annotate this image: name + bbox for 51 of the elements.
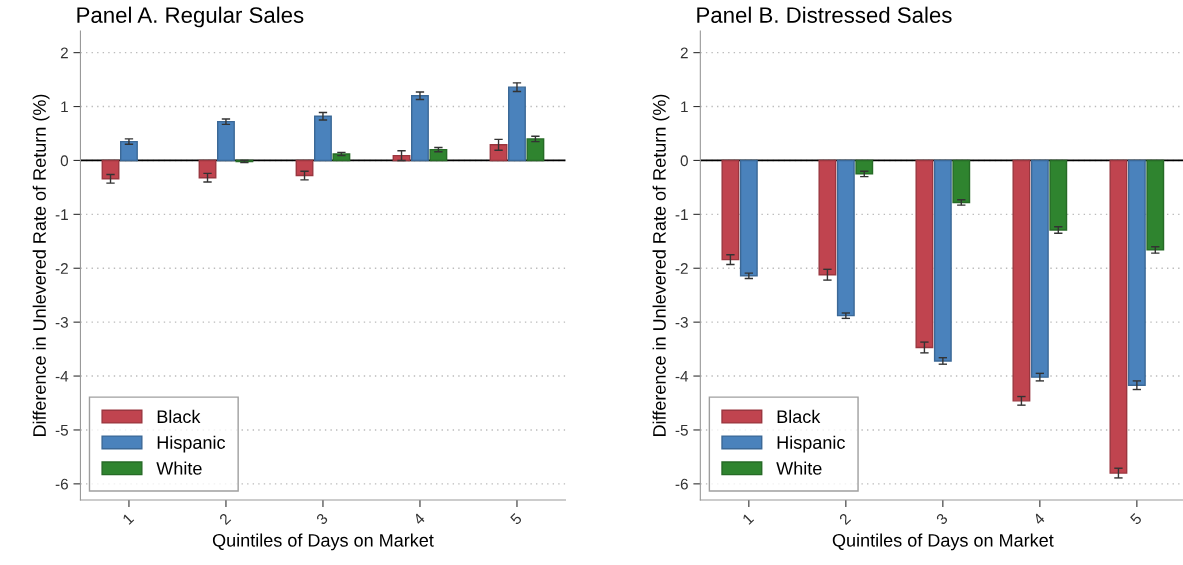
legend-label: Hispanic xyxy=(157,435,226,453)
y-tick-label: -1 xyxy=(55,209,68,220)
bar xyxy=(411,95,429,162)
bar xyxy=(508,86,526,162)
legend-label: Hispanic xyxy=(777,435,845,453)
y-tick-label: -3 xyxy=(55,317,68,328)
y-tick-label: 0 xyxy=(680,155,688,167)
legend-label: Black xyxy=(157,409,201,424)
x-tick-label: 2 xyxy=(838,512,852,526)
x-tick-label: 3 xyxy=(935,512,949,526)
legend-label: White xyxy=(156,461,202,475)
bar xyxy=(526,138,545,162)
y-tick-label: -4 xyxy=(675,371,689,382)
bar xyxy=(332,153,351,162)
x-axis-title: Quintiles of Days on Market xyxy=(832,533,1054,551)
bar xyxy=(120,140,138,162)
x-tick-label: 5 xyxy=(1129,512,1143,526)
chart-title: Panel B. Distressed Sales xyxy=(697,6,952,23)
y-tick-label: -5 xyxy=(675,424,688,436)
y-tick-label: -5 xyxy=(55,424,68,436)
bar xyxy=(314,115,332,162)
x-tick-label: 1 xyxy=(742,512,755,525)
bar xyxy=(489,144,508,162)
x-tick-label: 2 xyxy=(218,512,232,526)
x-tick-label: 4 xyxy=(412,512,426,526)
legend-label: White xyxy=(776,461,822,475)
chart-title: Panel A. Regular Sales xyxy=(77,6,304,28)
x-axis-title: Quintiles of Days on Market xyxy=(212,533,434,551)
y-tick-label: 1 xyxy=(61,101,68,113)
y-tick-label: 2 xyxy=(680,47,688,59)
x-tick-label: 1 xyxy=(122,512,135,525)
bar xyxy=(295,159,314,177)
y-tick-label: -2 xyxy=(55,263,68,274)
y-tick-label: -4 xyxy=(55,371,69,382)
x-tick-label: 3 xyxy=(315,512,329,526)
x-tick-label: 5 xyxy=(509,512,523,526)
y-tick-label: -3 xyxy=(675,317,688,328)
legend-label: Black xyxy=(777,409,821,424)
bar xyxy=(198,159,217,179)
y-tick-label: -6 xyxy=(55,478,68,490)
y-tick-label: -1 xyxy=(675,209,688,220)
x-tick-label: 4 xyxy=(1032,512,1046,526)
y-axis-title: Difference in Unlevered Rate of Return (%) xyxy=(652,94,670,437)
y-tick-label: 2 xyxy=(60,47,68,59)
y-tick-label: -6 xyxy=(675,478,688,490)
y-axis-title: Difference in Unlevered Rate of Return (%) xyxy=(32,94,50,437)
y-tick-label: 1 xyxy=(681,101,688,113)
bar xyxy=(217,120,235,162)
y-tick-label: -2 xyxy=(675,263,688,274)
bar xyxy=(101,159,120,180)
y-tick-label: 0 xyxy=(60,155,69,167)
